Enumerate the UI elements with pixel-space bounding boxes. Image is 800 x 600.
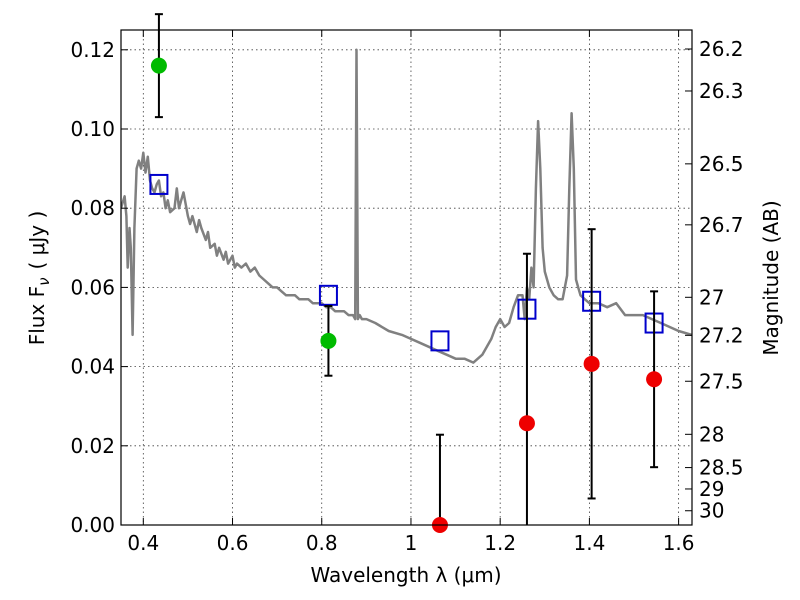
magnitude-tick-label: 28.5 — [699, 456, 744, 480]
x-tick-label: 0.6 — [217, 531, 249, 555]
x-tick-label: 1 — [405, 531, 418, 555]
errorbar-layer — [150, 13, 663, 533]
magnitude-tick-label: 27.5 — [699, 369, 744, 393]
x-axis-label: Wavelength λ (μm) — [310, 563, 501, 587]
x-tick-label: 1.2 — [484, 531, 516, 555]
y-tick-label: 0.00 — [70, 513, 115, 537]
magnitude-tick-label: 26.5 — [699, 152, 744, 176]
model-photometry-square — [318, 284, 338, 306]
magnitude-tick-label: 29 — [699, 477, 724, 501]
y-axis-right-label: Magnitude (AB) — [759, 200, 783, 355]
magnitude-tick-label: 30 — [699, 499, 724, 523]
y-axis-label-text: Flux F — [25, 286, 49, 345]
flux-point — [320, 332, 337, 349]
y-axis-label: Flux Fν ( μJy ) — [25, 211, 53, 346]
magnitude-tick-label: 26.3 — [699, 79, 744, 103]
model-photometry-square — [430, 330, 450, 352]
x-axis-ticks: 0.4 0.6 0.8 1 1.2 1.4 1.6 — [127, 30, 695, 555]
y-tick-label: 0.06 — [70, 275, 115, 299]
magnitude-tick-label: 26.2 — [699, 37, 744, 61]
y-tick-label: 0.04 — [70, 355, 115, 379]
y-axis-label-units: ( μJy ) — [25, 211, 49, 270]
x-tick-label: 1.6 — [663, 531, 695, 555]
model-photometry-square — [149, 173, 169, 195]
magnitude-tick-label: 26.7 — [699, 213, 744, 237]
magnitude-tick-label: 27.2 — [699, 323, 744, 347]
y-axis-label-group: Flux Fν ( μJy ) — [25, 211, 53, 346]
x-tick-label: 0.4 — [127, 531, 159, 555]
magnitude-tick-label: 28 — [699, 422, 724, 446]
y-axis-ticks: 0.00 0.02 0.04 0.06 0.08 0.10 0.12 — [70, 38, 128, 537]
y-tick-label: 0.12 — [70, 38, 115, 62]
grid — [121, 30, 692, 526]
flux-point — [150, 57, 167, 74]
x-tick-label: 1.4 — [573, 531, 605, 555]
y-tick-label: 0.08 — [70, 196, 115, 220]
x-tick-label: 0.8 — [306, 531, 338, 555]
plot-frame — [120, 29, 693, 526]
flux-point — [518, 415, 535, 432]
magnitude-tick-label: 27 — [699, 285, 724, 309]
y-axis-label-subscript: ν — [35, 277, 53, 285]
y-tick-label: 0.02 — [70, 434, 115, 458]
flux-point — [583, 355, 600, 372]
flux-point — [646, 371, 663, 388]
y-tick-label: 0.10 — [70, 117, 115, 141]
